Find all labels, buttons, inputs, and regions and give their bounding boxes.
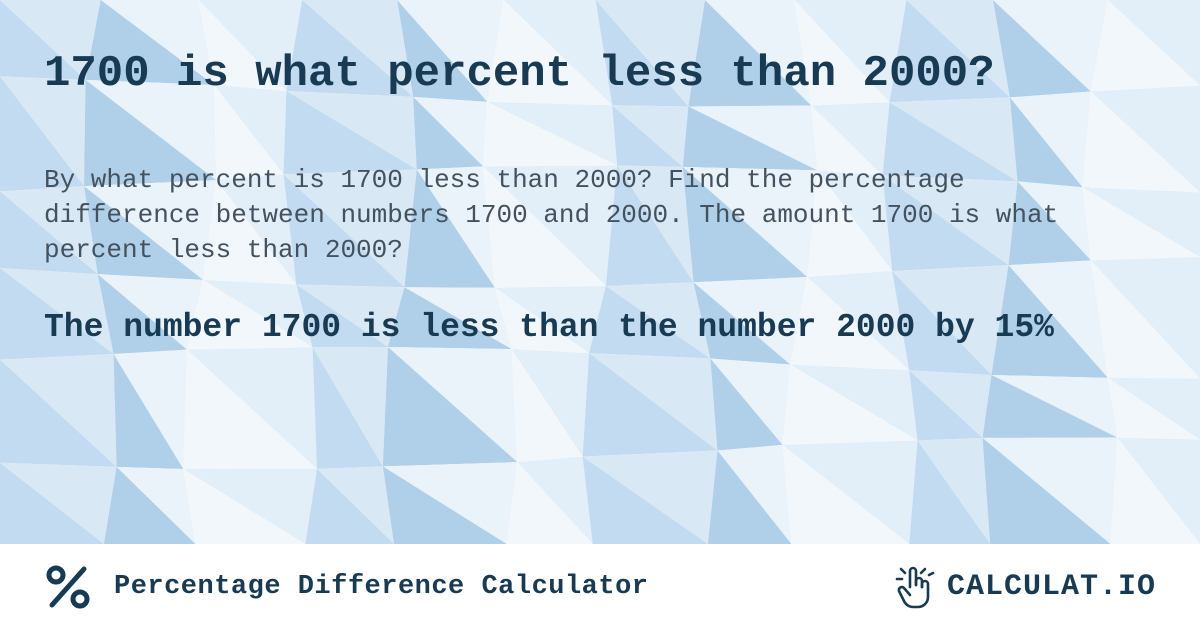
page-title: 1700 is what percent less than 2000? (44, 48, 1156, 101)
description-text: By what percent is 1700 less than 2000? … (44, 163, 1124, 268)
footer-bar: Percentage Difference Calculator CALCULA… (0, 544, 1200, 630)
main-content: 1700 is what percent less than 2000? By … (0, 0, 1200, 630)
brand: CALCULAT.IO (893, 565, 1156, 609)
calculator-name: Percentage Difference Calculator (114, 572, 648, 602)
brand-text: CALCULAT.IO (947, 570, 1156, 604)
footer-left: Percentage Difference Calculator (44, 563, 648, 611)
hand-point-icon (893, 565, 937, 609)
percent-icon (44, 563, 92, 611)
answer-text: The number 1700 is less than the number … (44, 306, 1144, 351)
